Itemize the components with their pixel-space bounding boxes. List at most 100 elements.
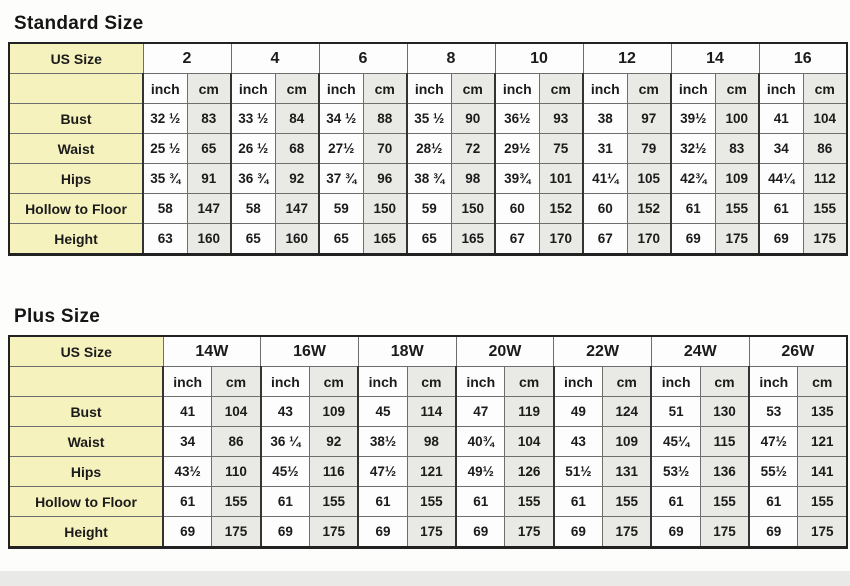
measure-value-cm: 175 (309, 516, 359, 548)
measure-value-cm: 86 (802, 133, 848, 164)
measure-value-cm: 72 (450, 133, 496, 164)
measure-value-inch: 60 (582, 193, 628, 224)
measure-value-inch: 58 (230, 193, 276, 224)
measure-value-cm: 98 (450, 163, 496, 194)
measure-value-cm: 175 (211, 516, 262, 548)
measure-value-cm: 175 (602, 516, 652, 548)
measure-value-inch: 61 (650, 486, 701, 517)
measure-value-inch: 60 (494, 193, 540, 224)
corner-blank-cell (8, 366, 164, 397)
table-row: Height 69 175 69 175 69 175 69 175 69 175 69 175 69 17… (8, 516, 848, 548)
measure-value-inch: 69 (259, 516, 311, 548)
measure-value-cm: 175 (802, 223, 848, 255)
measure-value-inch: 38 (582, 103, 628, 134)
measure-value-inch: 61 (670, 193, 716, 224)
measure-value-inch: 67 (494, 223, 540, 255)
measure-value-cm: 104 (211, 396, 262, 427)
measure-value-inch: 51 (650, 396, 701, 427)
bottom-strip (0, 571, 850, 586)
row-label: Waist (8, 133, 144, 164)
size-header-14: 14 (670, 42, 760, 74)
measure-value-inch: 45¼ (650, 426, 701, 457)
measure-value-cm: 92 (274, 163, 320, 194)
measure-value-inch: 61 (357, 486, 408, 517)
size-header-6: 6 (318, 42, 408, 74)
measure-value-inch: 35 ¾ (142, 163, 188, 194)
measure-value-inch: 41 (162, 396, 213, 427)
unit-header-inch: inch (455, 366, 506, 397)
measure-value-cm: 86 (211, 426, 262, 457)
unit-header-cm: cm (714, 73, 760, 104)
measure-value-inch: 61 (748, 486, 799, 517)
unit-header-inch: inch (318, 73, 364, 104)
standard-size-title: Standard Size (14, 13, 144, 34)
measure-value-inch: 31 (582, 133, 628, 164)
size-header-16: 16 (758, 42, 848, 74)
measure-value-cm: 98 (406, 426, 457, 457)
measure-value-inch: 40¾ (455, 426, 506, 457)
unit-header-cm: cm (797, 366, 848, 397)
measure-value-inch: 37 ¾ (318, 163, 364, 194)
measure-value-inch: 69 (357, 516, 408, 548)
unit-header-cm: cm (802, 73, 848, 104)
measure-value-cm: 150 (362, 193, 408, 224)
unit-header-cm: cm (626, 73, 672, 104)
corner-blank-cell (8, 73, 144, 104)
size-header-8: 8 (406, 42, 496, 74)
measure-value-cm: 109 (602, 426, 652, 457)
measure-value-cm: 165 (362, 223, 408, 255)
measure-value-inch: 29½ (494, 133, 540, 164)
unit-header-cm: cm (504, 366, 555, 397)
measure-value-cm: 126 (504, 456, 555, 487)
table-row: Waist 25 ½ 65 26 ½ 68 27½ 70 28½ 72 29½ 75 31 79 32½ 8… (8, 133, 848, 164)
measure-value-cm: 165 (450, 223, 496, 255)
unit-header-cm: cm (274, 73, 320, 104)
unit-header-inch: inch (670, 73, 716, 104)
measure-value-cm: 83 (186, 103, 232, 134)
measure-value-cm: 96 (362, 163, 408, 194)
size-header-26w: 26W (748, 335, 848, 367)
measure-value-cm: 160 (186, 223, 232, 255)
measure-value-inch: 41 (758, 103, 804, 134)
measure-value-inch: 36½ (494, 103, 540, 134)
size-header-20w: 20W (455, 335, 555, 367)
size-header-4: 4 (230, 42, 320, 74)
measure-value-inch: 43½ (162, 456, 213, 487)
measure-value-inch: 61 (455, 486, 506, 517)
measure-value-inch: 65 (318, 223, 364, 255)
standard-size-chart: US Size 2 4 6 8 10 12 14 16 inch cm inch cm inch cm inc… (8, 42, 848, 256)
measure-value-inch: 69 (748, 516, 799, 548)
measure-value-inch: 44¼ (758, 163, 804, 194)
measure-value-inch: 55½ (748, 456, 799, 487)
row-label: Hollow to Floor (8, 486, 164, 517)
table-row: Waist 34 86 36 ¼ 92 38½ 98 40¾ 104 43 109 45¼ 115 47½… (8, 426, 848, 457)
unit-header-inch: inch (142, 73, 188, 104)
row-label: Bust (8, 396, 164, 427)
unit-header-cm: cm (538, 73, 584, 104)
measure-value-cm: 65 (186, 133, 232, 164)
unit-header-inch: inch (552, 366, 604, 397)
size-header-22w: 22W (553, 335, 652, 367)
measure-value-cm: 131 (602, 456, 652, 487)
row-label: Hollow to Floor (8, 193, 144, 224)
measure-value-cm: 83 (714, 133, 760, 164)
measure-value-inch: 41¼ (582, 163, 628, 194)
measure-value-cm: 147 (186, 193, 232, 224)
measure-value-cm: 175 (699, 516, 750, 548)
measure-value-inch: 47½ (748, 426, 799, 457)
plus-size-table-mount: US Size 14W 16W 18W 20W 22W 24W 26W inch cm inch cm… (0, 335, 850, 549)
measure-value-inch: 42¾ (670, 163, 716, 194)
measure-value-cm: 121 (797, 426, 848, 457)
measure-value-cm: 112 (802, 163, 848, 194)
measure-value-inch: 34 ½ (318, 103, 364, 134)
measure-value-inch: 67 (582, 223, 628, 255)
measure-value-cm: 90 (450, 103, 496, 134)
measure-value-cm: 93 (538, 103, 584, 134)
unit-header-inch: inch (406, 73, 452, 104)
measure-value-cm: 170 (626, 223, 672, 255)
measure-value-inch: 25 ½ (142, 133, 188, 164)
measure-value-inch: 34 (758, 133, 804, 164)
table-row: Bust 41 104 43 109 45 114 47 119 49 124 51 130 53 135 (8, 396, 848, 427)
unit-header-cm: cm (211, 366, 262, 397)
unit-header-cm: cm (602, 366, 652, 397)
